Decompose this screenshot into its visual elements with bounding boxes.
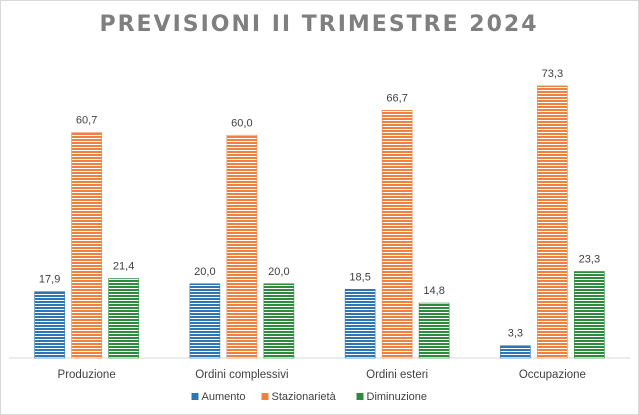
bar-stazionariet-1 — [226, 134, 258, 359]
data-label: 18,5 — [349, 271, 370, 283]
value-labels-layer: 17,9 60,7 21,4 20,0 60,0 20,0 18,5 66,7 14,8 3,3 7… — [39, 68, 600, 340]
chart-title: PREVISIONI II TRIMESTRE 2024 — [99, 12, 538, 37]
data-label: 3,3 — [508, 328, 523, 340]
category-label: Occupazione — [519, 369, 586, 381]
legend: Aumento Stazionarietà Diminuzione — [191, 391, 428, 403]
legend-label: Stazionarietà — [272, 391, 337, 403]
data-label: 20,0 — [194, 266, 215, 278]
data-label: 17,9 — [39, 274, 60, 286]
data-label: 73,3 — [542, 68, 563, 80]
data-label: 21,4 — [113, 261, 134, 273]
data-label: 60,0 — [231, 117, 252, 129]
category-label: Ordini esteri — [366, 369, 428, 381]
legend-swatch — [261, 393, 269, 400]
bar-stazionariet-2 — [381, 110, 413, 359]
data-label: 60,7 — [76, 115, 97, 127]
bar-aumento-3 — [500, 345, 531, 359]
bar-aumento-0 — [34, 291, 65, 359]
category-label: Produzione — [58, 369, 116, 381]
bar-diminuzione-0 — [108, 278, 139, 359]
bar-stazionariet-3 — [537, 85, 568, 359]
data-label: 66,7 — [386, 92, 407, 104]
category-label: Ordini complessivi — [195, 369, 288, 381]
bar-aumento-2 — [344, 289, 376, 359]
bar-diminuzione-2 — [418, 302, 450, 359]
bar-diminuzione-3 — [574, 271, 605, 359]
data-label: 14,8 — [423, 285, 444, 297]
legend-swatch — [191, 393, 199, 400]
category-labels-layer: Produzione Ordini complessivi Ordini ester… — [58, 369, 586, 381]
data-label: 23,3 — [579, 253, 600, 265]
data-label: 20,0 — [268, 266, 289, 278]
legend-label: Aumento — [202, 391, 246, 403]
bar-aumento-1 — [189, 283, 221, 359]
bars-layer — [34, 85, 605, 359]
bar-diminuzione-1 — [263, 283, 295, 359]
legend-label: Diminuzione — [367, 391, 428, 403]
legend-swatch — [356, 393, 364, 400]
bar-stazionariet-0 — [71, 132, 102, 359]
